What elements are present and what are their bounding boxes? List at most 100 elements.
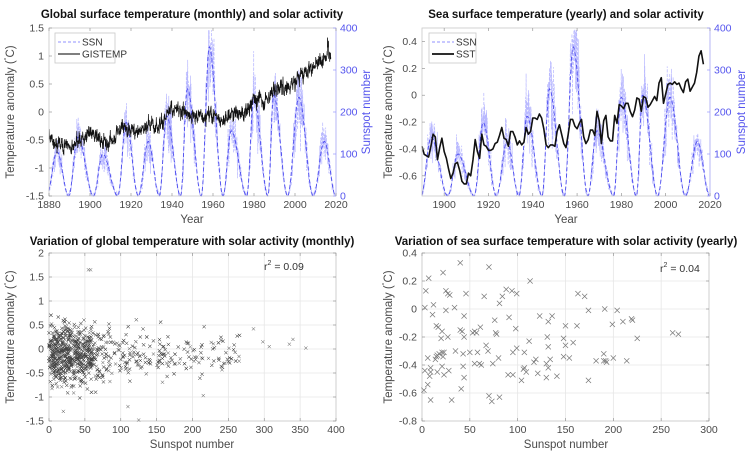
scatter-point xyxy=(89,361,94,365)
scatter-point xyxy=(64,363,69,367)
scatter-point xyxy=(98,336,102,341)
scatter-point xyxy=(188,345,193,349)
scatter-point xyxy=(50,342,55,347)
scatter-point xyxy=(165,374,169,379)
scatter-point xyxy=(61,330,66,334)
x-tick-label: 100 xyxy=(112,424,130,436)
scatter-point xyxy=(121,355,125,360)
scatter-point xyxy=(58,350,63,355)
scatter-point xyxy=(107,322,111,326)
scatter-point xyxy=(49,322,54,326)
scatter-point xyxy=(93,333,98,337)
scatter-point xyxy=(459,328,466,335)
scatter-point xyxy=(126,324,130,329)
scatter-point xyxy=(60,349,65,354)
scatter-point xyxy=(61,336,66,340)
scatter-point xyxy=(232,343,236,347)
scatter-point xyxy=(634,335,641,342)
scatter-point xyxy=(61,374,66,378)
scatter-point xyxy=(63,331,68,336)
scatter-point xyxy=(82,318,86,322)
scatter-point xyxy=(61,359,65,364)
x-tick-label: 1920 xyxy=(119,199,143,211)
scatter-point xyxy=(123,364,128,369)
y-tick-label: -0.2 xyxy=(399,332,417,344)
scatter-point xyxy=(189,365,193,370)
scatter-point xyxy=(186,341,191,345)
scatter-point xyxy=(151,339,156,343)
scatter-point xyxy=(75,355,80,360)
x-tick-label: 1900 xyxy=(78,199,102,211)
chart-title: Sea surface temperature (yearly) and sol… xyxy=(428,9,704,21)
scatter-point xyxy=(91,362,96,367)
scatter-point xyxy=(88,363,93,368)
scatter-point xyxy=(90,347,95,351)
scatter-point xyxy=(128,353,132,357)
x-tick-label: 1880 xyxy=(37,199,61,211)
scatter-point xyxy=(157,349,162,353)
x-tick-label: 200 xyxy=(605,424,623,436)
scatter-point xyxy=(95,367,99,372)
x-tick-label: 150 xyxy=(148,424,166,436)
scatter-point xyxy=(59,343,63,348)
scatter-point xyxy=(158,320,163,324)
scatter-point xyxy=(451,304,458,311)
scatter-point xyxy=(251,327,256,331)
scatter-point xyxy=(98,347,103,352)
y-right-tick-label: 100 xyxy=(714,149,732,161)
scatter-point xyxy=(210,363,214,368)
scatter-point xyxy=(223,361,227,366)
x-axis-label: Year xyxy=(180,214,203,226)
y-right-tick-label: 100 xyxy=(340,149,358,161)
scatter-point xyxy=(66,352,70,356)
y-tick-label: -0.6 xyxy=(399,388,417,400)
scatter-point xyxy=(80,363,84,367)
x-tick-label: 100 xyxy=(509,424,527,436)
scatter-point xyxy=(82,372,87,376)
scatter-point xyxy=(112,350,117,355)
scatter-point xyxy=(461,313,467,319)
scatter-point xyxy=(121,340,125,345)
scatter-point xyxy=(64,347,69,352)
scatter-point xyxy=(78,332,83,336)
scatter-point xyxy=(199,350,203,355)
scatter-point xyxy=(427,397,434,403)
legend-ssn-label: SSN xyxy=(82,38,103,49)
scatter-point xyxy=(609,321,616,328)
y-axis-label: Temperature anomaly (°C) xyxy=(381,45,395,178)
scatter-point xyxy=(56,348,60,352)
scatter-point xyxy=(96,374,100,378)
scatter-point xyxy=(610,355,617,361)
y-right-tick-label: 0 xyxy=(714,191,720,203)
scatter-point xyxy=(424,355,431,361)
scatter-point xyxy=(74,339,79,344)
scatter-point xyxy=(61,369,66,374)
y-tick-label: 0 xyxy=(38,107,44,119)
scatter-point xyxy=(575,290,581,297)
scatter-point xyxy=(532,356,539,363)
scatter-point xyxy=(220,365,225,369)
scatter-point xyxy=(534,370,541,377)
scatter-point xyxy=(446,292,453,298)
degree-symbol: ° xyxy=(3,282,11,285)
scatter-point xyxy=(496,394,503,401)
scatter-point xyxy=(574,322,580,329)
scatter-point xyxy=(143,355,148,360)
scatter-point xyxy=(71,391,76,395)
scatter-point xyxy=(63,370,68,374)
scatter-point xyxy=(166,351,170,355)
scatter-point xyxy=(48,379,53,384)
scatter-point xyxy=(543,374,550,381)
scatter-point xyxy=(63,353,67,358)
scatter-point xyxy=(104,368,109,372)
scatter-point xyxy=(157,353,161,358)
scatter-point xyxy=(237,354,241,359)
scatter-point xyxy=(121,354,125,359)
scatter-point xyxy=(87,352,92,357)
scatter-point xyxy=(148,344,152,349)
scatter-point xyxy=(78,346,82,350)
scatter-point xyxy=(101,334,106,339)
scatter-point xyxy=(193,355,197,360)
scatter-point xyxy=(211,342,216,346)
scatter-point xyxy=(182,347,186,351)
